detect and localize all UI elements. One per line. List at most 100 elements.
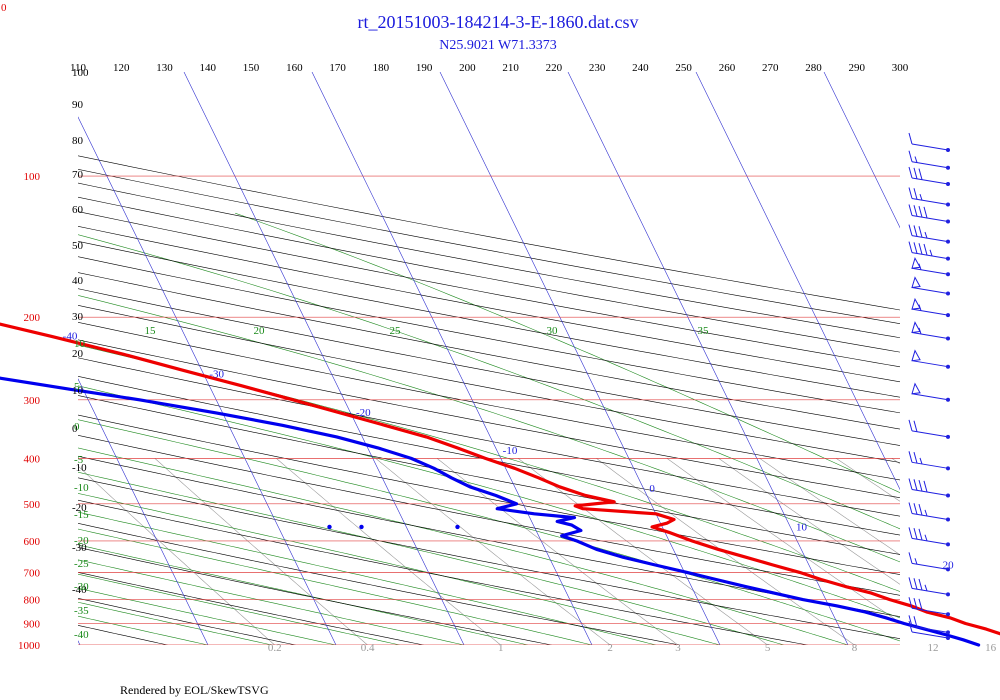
dry-adiabat-line: [78, 477, 900, 640]
isotherm-line: [78, 378, 209, 645]
moist-adiabat-line: [78, 344, 900, 592]
chart-subtitle: N25.9021 W71.3373: [439, 38, 557, 53]
dry-adiabat-line: [78, 395, 900, 555]
moist-adiabat-line: [78, 385, 900, 619]
moist-adiabat-top-label: 35: [698, 325, 710, 337]
moist-adiabat-label: 5: [74, 381, 80, 393]
dry-adiabat-label: 60: [72, 204, 84, 216]
moist-adiabat-line: [78, 587, 337, 645]
wind-barbs: [908, 132, 950, 640]
mixing-ratio-label: 8: [852, 642, 858, 654]
theta-tick-label: 120: [113, 62, 130, 74]
isotherm-line: [695, 72, 900, 491]
theta-tick-label: 110: [70, 62, 87, 74]
moist-adiabat-line: [78, 601, 273, 645]
dry-adiabat-line: [78, 256, 900, 414]
mixing-ratio-line: [78, 465, 275, 645]
dry-adiabat-line: [78, 499, 808, 645]
dry-adiabat-label: 70: [72, 169, 84, 181]
wind-barb: [908, 615, 950, 635]
dry-adiabat-label: 0: [72, 423, 78, 435]
moist-adiabat-line: [78, 573, 401, 645]
wind-barb: [908, 204, 950, 224]
wind-barb: [908, 166, 950, 187]
temperature-profile: [0, 322, 1000, 636]
moist-adiabat-line: [78, 559, 465, 645]
wind-barb: [911, 257, 950, 277]
isotherm-label: -20: [356, 407, 371, 419]
theta-tick-label: 140: [200, 62, 217, 74]
wind-barb: [908, 552, 950, 572]
pressure-tick-label: 1000: [18, 640, 41, 652]
pressure-tick-label: 500: [24, 499, 41, 511]
wind-barb: [908, 132, 950, 153]
theta-tick-label: 160: [286, 62, 303, 74]
moist-adiabat-line: [78, 493, 721, 645]
moist-adiabat-top-label: 20: [254, 325, 266, 337]
dry-adiabat-line: [78, 196, 900, 353]
isotherm-label: 0: [649, 483, 655, 495]
isotherm-line: [183, 72, 465, 645]
moist-adiabat-label: -15: [74, 509, 89, 521]
mixing-ratio-label: 5: [765, 642, 771, 654]
dewpoint-dot: [455, 524, 460, 530]
dry-adiabat-label: 90: [72, 99, 84, 111]
isotherm-line: [439, 72, 721, 645]
dry-adiabat-line: [78, 435, 900, 596]
dry-adiabat-line: [78, 547, 552, 645]
theta-tick-label: 180: [373, 62, 390, 74]
theta-tick-label: 250: [675, 62, 692, 74]
dry-adiabat-line: [78, 523, 680, 645]
theta-tick-label: 150: [243, 62, 260, 74]
chart-title: rt_20151003-184214-3-E-1860.dat.csv: [358, 12, 639, 32]
footer-credit: Rendered by EOL/SkewTSVG: [120, 683, 269, 697]
pressure-tick-label: 600: [24, 536, 41, 548]
dry-adiabat-line: [78, 288, 900, 446]
isotherm-line: [78, 640, 81, 645]
moist-adiabat-label: 10: [74, 338, 86, 350]
isotherm-line: [567, 72, 849, 645]
theta-tick-label: 220: [546, 62, 563, 74]
dry-adiabat-label: 30: [72, 311, 84, 323]
dry-adiabat-line: [78, 597, 296, 645]
dry-adiabat-line: [78, 211, 900, 368]
pressure-tick-label: 900: [24, 619, 41, 631]
dry-adiabat-label: -40: [72, 584, 87, 596]
dry-adiabat-line: [78, 182, 900, 339]
isotherm-label: -10: [503, 445, 518, 457]
dry-adiabat-line: [78, 414, 900, 575]
pressure-tick-label: 300: [24, 395, 41, 407]
theta-tick-label: 300: [892, 62, 909, 74]
theta-tick-label: 200: [459, 62, 476, 74]
pressure-tick-label: 400: [24, 453, 41, 465]
mixing-ratio-label: 12: [928, 642, 939, 654]
mixing-ratio-line: [154, 458, 368, 645]
moist-adiabat-label: -10: [74, 482, 89, 494]
moist-adiabat-top-label: 15: [145, 325, 157, 337]
moist-adiabat-line: [78, 295, 900, 563]
dry-adiabat-line: [78, 272, 900, 430]
moist-adiabat-top-label: 30: [547, 325, 559, 337]
isotherm-label: 10: [796, 521, 808, 533]
dewpoint-dot: [359, 524, 364, 530]
dry-adiabat-label: -30: [72, 542, 87, 554]
moist-adiabat-label: -35: [74, 605, 89, 617]
moist-adiabat-label: -40: [74, 629, 89, 641]
wind-barb: [908, 620, 950, 640]
theta-tick-label: 130: [156, 62, 173, 74]
mixing-ratio-line: [836, 458, 900, 502]
dry-adiabat-label: 50: [72, 240, 84, 252]
theta-tick-label: 270: [762, 62, 779, 74]
mixing-ratio-label: 0.2: [268, 642, 282, 654]
theta-tick-label: 210: [502, 62, 519, 74]
dry-adiabat-label: 10: [72, 385, 84, 397]
moist-adiabat-label: -30: [74, 581, 89, 593]
moist-adiabat-line: [78, 511, 657, 645]
wind-barb: [908, 597, 950, 617]
wind-barb: [908, 577, 950, 597]
wind-barb: [911, 297, 950, 318]
wind-barb: [908, 502, 950, 522]
isotherm-line: [823, 72, 900, 229]
